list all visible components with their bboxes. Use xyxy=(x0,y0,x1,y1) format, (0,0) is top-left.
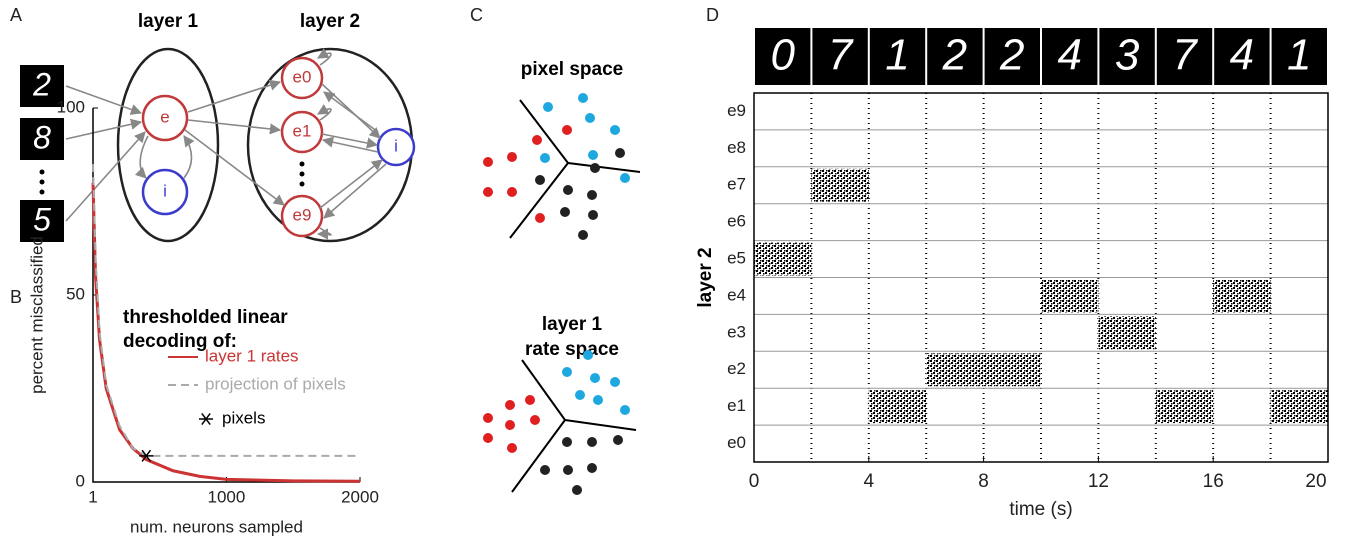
arrow xyxy=(322,134,377,145)
input-digit: 8 xyxy=(33,119,51,155)
y-tick-label: 0 xyxy=(76,471,85,490)
stimulus-digit: 4 xyxy=(1230,31,1254,80)
y-axis-label: percent misclassified xyxy=(27,236,46,394)
stimulus-digit: 1 xyxy=(1287,31,1311,80)
arrow xyxy=(188,82,280,112)
ellipsis xyxy=(40,180,45,185)
arrow xyxy=(140,136,148,178)
y-tick-label: e0 xyxy=(727,433,746,452)
x-tick-label: 12 xyxy=(1088,471,1109,492)
layer-title: layer 1 xyxy=(138,11,199,32)
y-tick-label: 50 xyxy=(66,284,85,303)
arrow xyxy=(318,109,331,120)
panel-label: D xyxy=(706,5,719,25)
stimulus-digit: 7 xyxy=(1172,31,1198,80)
ellipsis xyxy=(40,170,45,175)
spike-burst xyxy=(1098,316,1155,349)
spike-burst xyxy=(1041,280,1098,313)
x-tick-label: 0 xyxy=(749,471,760,492)
arrow xyxy=(318,53,331,65)
arrow xyxy=(66,122,141,139)
panel-label: A xyxy=(10,5,22,25)
arrow xyxy=(318,228,331,235)
ellipsis xyxy=(40,190,45,195)
stimulus-digit: 1 xyxy=(885,31,909,80)
arrow xyxy=(66,132,145,221)
stimulus-digit: 3 xyxy=(1115,31,1140,80)
input-digit: 2 xyxy=(32,66,51,102)
y-tick-label: 100 xyxy=(57,97,85,116)
x-tick-label: 8 xyxy=(978,471,989,492)
stimulus-digit: 2 xyxy=(942,31,967,80)
spike-burst xyxy=(926,353,1041,386)
spike-burst xyxy=(869,390,926,423)
chart-title: thresholded linear xyxy=(123,307,288,328)
y-tick-label: e9 xyxy=(727,101,746,120)
class-dots xyxy=(483,395,540,453)
y-tick-label: e1 xyxy=(727,396,746,415)
legend-marker xyxy=(199,413,213,424)
x-tick-label: 20 xyxy=(1305,471,1326,492)
arrow xyxy=(324,92,378,132)
y-tick-label: e6 xyxy=(727,212,746,231)
stimulus-digit: 7 xyxy=(828,31,854,80)
x-tick-label: 1000 xyxy=(208,487,246,506)
y-tick-label: e7 xyxy=(727,175,746,194)
spike-burst xyxy=(1271,390,1328,423)
arrow xyxy=(320,160,382,208)
spike-burst xyxy=(1156,390,1213,423)
arrow xyxy=(184,136,192,178)
input-digit: 5 xyxy=(33,201,51,237)
ellipsis xyxy=(300,162,305,167)
x-tick-label: 1 xyxy=(88,487,97,506)
legend-label: pixels xyxy=(222,408,265,427)
decision-boundary xyxy=(510,100,640,238)
stimulus-digit: 2 xyxy=(999,31,1024,80)
panel-label: C xyxy=(470,5,483,25)
ellipsis xyxy=(300,172,305,177)
y-tick-label: e5 xyxy=(727,249,746,268)
arrow xyxy=(188,120,280,130)
arrow xyxy=(323,140,378,152)
stimulus-digit: 0 xyxy=(770,31,795,80)
spike-burst xyxy=(1213,280,1270,313)
class-dots xyxy=(535,148,625,240)
x-tick-label: 2000 xyxy=(341,487,379,506)
legend-label: layer 1 rates xyxy=(205,346,299,365)
space-title: layer 1 xyxy=(542,314,603,335)
stimulus-digit: 4 xyxy=(1057,31,1081,80)
node-label: e0 xyxy=(293,67,312,86)
diagram-c: pixel space layer 1 rate space xyxy=(483,59,640,495)
ellipsis xyxy=(300,182,305,187)
space-title: pixel space xyxy=(521,59,623,80)
y-tick-label: e4 xyxy=(727,285,746,304)
y-tick-label: e3 xyxy=(727,322,746,341)
layer-title: layer 2 xyxy=(300,11,360,32)
x-axis-label: num. neurons sampled xyxy=(130,517,303,536)
node-label: i xyxy=(163,181,167,200)
spike-burst xyxy=(754,243,811,276)
arrow xyxy=(185,130,284,205)
node-label: e1 xyxy=(293,121,312,140)
x-axis-label: time (s) xyxy=(1009,499,1072,520)
class-dots xyxy=(540,435,623,495)
spike-burst xyxy=(811,169,868,202)
y-tick-label: e8 xyxy=(727,138,746,157)
x-tick-label: 4 xyxy=(864,471,875,492)
x-tick-label: 16 xyxy=(1203,471,1224,492)
space-title: rate space xyxy=(525,339,619,360)
arrow xyxy=(324,164,386,218)
figure: A B C D layer 1 layer 2 2 8 5 e i e0 e1 … xyxy=(0,0,1369,537)
node-label: e xyxy=(160,107,169,126)
diagram-a: layer 1 layer 2 2 8 5 e i e0 e1 e9 i xyxy=(20,11,414,242)
legend-label: projection of pixels xyxy=(205,374,346,393)
y-tick-label: e2 xyxy=(727,359,746,378)
panel-label: B xyxy=(10,287,22,307)
node-label: e9 xyxy=(293,205,312,224)
y-axis-label: layer 2 xyxy=(695,247,716,307)
node-label: i xyxy=(394,136,398,155)
